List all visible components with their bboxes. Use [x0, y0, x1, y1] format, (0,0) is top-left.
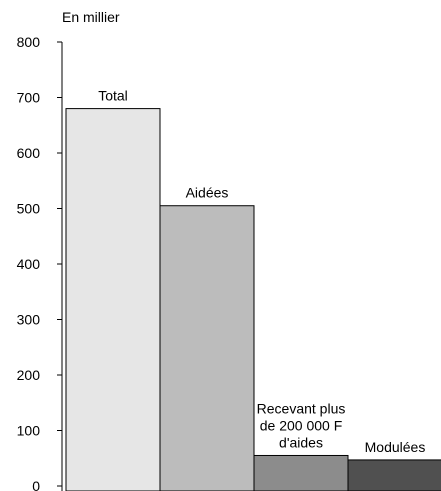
- bar: [159, 205, 255, 491]
- y-tick-label: 0: [32, 478, 40, 491]
- bars: [65, 108, 441, 491]
- bar-label: d'aides: [279, 434, 323, 450]
- y-tick-label: 100: [17, 423, 41, 439]
- y-axis: 0 100 200 300 400 500 600 700 800: [17, 34, 63, 491]
- bar-label: de 200 000 F: [260, 417, 343, 433]
- bar: [65, 108, 161, 491]
- bar: [347, 459, 441, 491]
- y-tick-label: 200: [17, 367, 41, 383]
- y-tick-label: 400: [17, 256, 41, 272]
- y-tick-label: 500: [17, 201, 41, 217]
- y-unit-label: En millier: [62, 9, 120, 25]
- y-tick-label: 800: [17, 34, 41, 50]
- y-tick-label: 300: [17, 312, 41, 328]
- bar: [253, 454, 349, 491]
- bar-label: Total: [98, 88, 128, 104]
- bar-label: Recevant plus: [257, 400, 346, 416]
- y-tick-label: 600: [17, 145, 41, 161]
- bar-label: Aidées: [186, 185, 229, 201]
- y-tick-label: 700: [17, 90, 41, 106]
- bar-label: Modulées: [365, 439, 426, 455]
